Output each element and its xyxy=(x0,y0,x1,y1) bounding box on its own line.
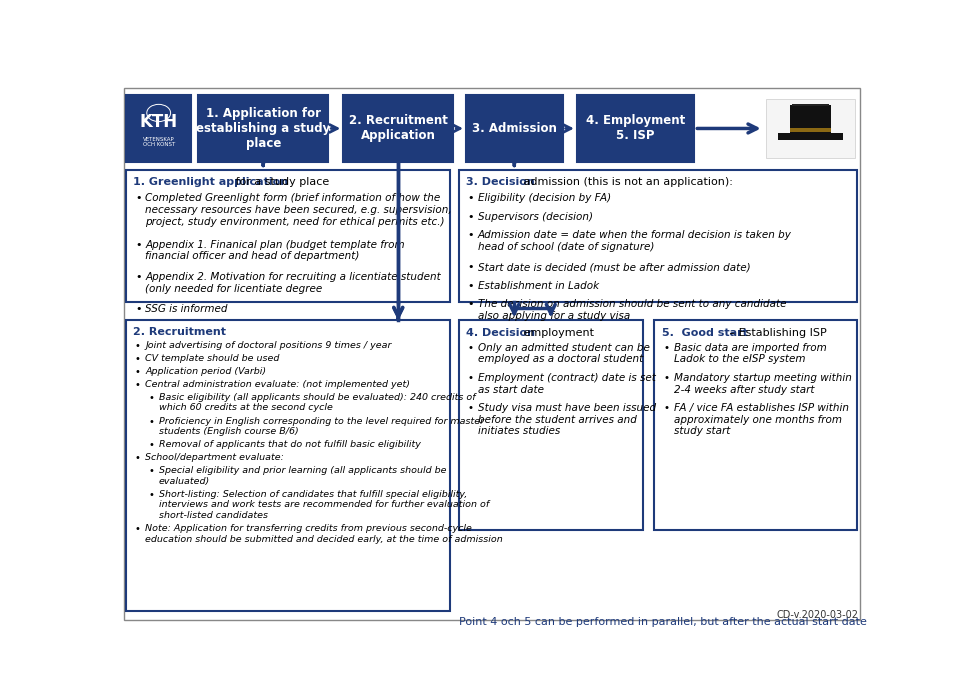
Text: Establishment in Ladok: Establishment in Ladok xyxy=(478,281,599,290)
Text: FA / vice FA establishes ISP within
approximately one months from
study start: FA / vice FA establishes ISP within appr… xyxy=(674,403,849,436)
Text: •: • xyxy=(134,193,141,204)
FancyBboxPatch shape xyxy=(654,320,856,530)
Text: •: • xyxy=(468,373,473,383)
Text: Appendix 1. Finanical plan (budget template from
financial officer and head of d: Appendix 1. Finanical plan (budget templ… xyxy=(145,240,405,261)
Text: Start date is decided (must be after admission date): Start date is decided (must be after adm… xyxy=(478,262,751,272)
FancyBboxPatch shape xyxy=(124,88,860,620)
Text: •: • xyxy=(468,281,474,290)
Text: 3. Admission: 3. Admission xyxy=(472,122,557,135)
Text: •: • xyxy=(468,211,474,222)
Text: •: • xyxy=(134,272,141,282)
Text: •: • xyxy=(468,230,474,240)
Text: Removal of applicants that do not fulfill basic eligibility: Removal of applicants that do not fulfil… xyxy=(158,440,420,449)
FancyBboxPatch shape xyxy=(577,94,694,162)
FancyBboxPatch shape xyxy=(126,94,191,162)
Text: Completed Greenlight form (brief information of how the
necessary resources have: Completed Greenlight form (brief informa… xyxy=(145,193,452,227)
FancyBboxPatch shape xyxy=(792,104,829,106)
Text: Short-listing: Selection of candidates that fulfill special eligibility,
intervi: Short-listing: Selection of candidates t… xyxy=(158,490,489,519)
Text: CD-v.2020-03-02: CD-v.2020-03-02 xyxy=(776,610,858,620)
Text: •: • xyxy=(134,367,141,377)
Text: •: • xyxy=(134,354,141,364)
FancyBboxPatch shape xyxy=(126,320,449,611)
Text: •: • xyxy=(148,393,155,402)
Text: •: • xyxy=(134,380,141,390)
Text: 4. Employment
5. ISP: 4. Employment 5. ISP xyxy=(586,115,685,143)
Text: VETENSKAP
OCH KONST: VETENSKAP OCH KONST xyxy=(143,136,175,147)
FancyBboxPatch shape xyxy=(459,320,643,530)
Text: for a study place: for a study place xyxy=(232,177,329,187)
Text: •: • xyxy=(148,416,155,426)
Text: 2. Recruitment: 2. Recruitment xyxy=(133,327,227,337)
Text: 4. Decision: 4. Decision xyxy=(466,328,535,337)
Text: Basic data are imported from
Ladok to the eISP system: Basic data are imported from Ladok to th… xyxy=(674,343,827,364)
Text: SSG is informed: SSG is informed xyxy=(145,304,228,314)
Text: CV template should be used: CV template should be used xyxy=(145,354,279,363)
Text: 3. Decision: 3. Decision xyxy=(466,177,535,187)
Text: – Establishing ISP: – Establishing ISP xyxy=(727,328,828,337)
Text: •: • xyxy=(663,373,669,383)
Text: •: • xyxy=(134,304,141,314)
Text: Only an admitted student can be
employed as a doctoral student: Only an admitted student can be employed… xyxy=(478,343,650,364)
Text: 5.  Good start: 5. Good start xyxy=(661,328,748,337)
Text: •: • xyxy=(148,440,155,450)
Text: employment: employment xyxy=(519,328,593,337)
Text: Study visa must have been issued
before the student arrives and
initiates studie: Study visa must have been issued before … xyxy=(478,403,656,436)
Text: •: • xyxy=(134,240,141,250)
Text: Special eligibility and prior learning (all applicants should be
evaluated): Special eligibility and prior learning (… xyxy=(158,466,446,486)
FancyBboxPatch shape xyxy=(198,94,328,162)
Text: •: • xyxy=(468,262,474,272)
Text: The decision on admission should be sent to any candidate
also applying for a st: The decision on admission should be sent… xyxy=(478,299,786,321)
Text: Eligibility (decision by FA): Eligibility (decision by FA) xyxy=(478,193,611,204)
FancyBboxPatch shape xyxy=(126,170,449,302)
Text: •: • xyxy=(134,453,141,463)
Text: •: • xyxy=(663,403,669,413)
Text: Central administration evaluate: (not implemented yet): Central administration evaluate: (not im… xyxy=(145,380,410,389)
FancyBboxPatch shape xyxy=(778,133,843,140)
Text: •: • xyxy=(134,341,141,351)
Text: Proficiency in English corresponding to the level required for master
students (: Proficiency in English corresponding to … xyxy=(158,416,484,436)
Text: Point 4 och 5 can be performed in parallel, but after the actual start date: Point 4 och 5 can be performed in parall… xyxy=(459,617,866,626)
FancyBboxPatch shape xyxy=(344,94,453,162)
Text: 1. Greenlight application: 1. Greenlight application xyxy=(133,177,289,187)
FancyBboxPatch shape xyxy=(790,105,830,133)
Text: Supervisors (decision): Supervisors (decision) xyxy=(478,211,593,222)
Text: Note: Application for transferring credits from previous second-cycle
education : Note: Application for transferring credi… xyxy=(145,524,503,544)
Text: Appendix 2. Motivation for recruiting a licentiate student
(only needed for lice: Appendix 2. Motivation for recruiting a … xyxy=(145,272,441,294)
Text: •: • xyxy=(468,193,474,204)
FancyBboxPatch shape xyxy=(766,99,855,158)
Text: KTH: KTH xyxy=(139,113,178,131)
Text: Mandatory startup meeting within
2-4 weeks after study start: Mandatory startup meeting within 2-4 wee… xyxy=(674,373,852,395)
Text: 2. Recruitment
Application: 2. Recruitment Application xyxy=(348,115,447,143)
Text: •: • xyxy=(468,343,473,353)
Text: •: • xyxy=(148,490,155,500)
Text: •: • xyxy=(148,466,155,476)
Text: Joint advertising of doctoral positions 9 times / year: Joint advertising of doctoral positions … xyxy=(145,341,392,350)
Text: •: • xyxy=(134,524,141,534)
Text: School/department evaluate:: School/department evaluate: xyxy=(145,453,284,462)
Text: Admission date = date when the formal decision is taken by
head of school (date : Admission date = date when the formal de… xyxy=(478,230,792,252)
Text: 1. Application for
establishing a study
place: 1. Application for establishing a study … xyxy=(196,107,330,150)
Text: •: • xyxy=(663,343,669,353)
FancyBboxPatch shape xyxy=(459,170,856,302)
Text: Employment (contract) date is set
as start date: Employment (contract) date is set as sta… xyxy=(478,373,656,395)
Text: •: • xyxy=(468,403,473,413)
Text: admission (this is not an application):: admission (this is not an application): xyxy=(519,177,732,187)
FancyBboxPatch shape xyxy=(466,94,563,162)
Text: •: • xyxy=(468,299,474,309)
FancyBboxPatch shape xyxy=(790,128,830,132)
Text: Application period (Varbi): Application period (Varbi) xyxy=(145,367,267,376)
Text: Basic eligibility (all applicants should be evaluated): 240 credits of
which 60 : Basic eligibility (all applicants should… xyxy=(158,393,475,412)
